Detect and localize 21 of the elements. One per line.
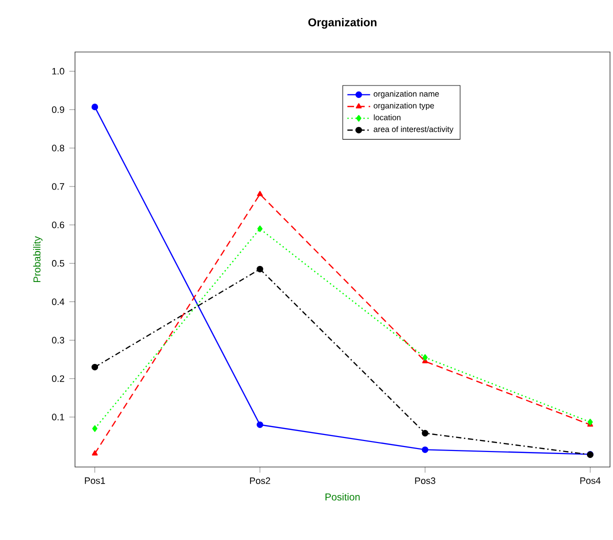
y-tick-label: 0.7 <box>52 183 64 190</box>
y-tick-label: 0.6 <box>52 222 64 228</box>
y-tick-label: 0.9 <box>52 106 64 113</box>
chart-title: Organization <box>308 18 376 29</box>
legend-label: organization type <box>374 102 434 110</box>
x-tick-label: Pos3 <box>415 477 436 484</box>
legend-label: area of interest/activity <box>374 126 454 134</box>
y-tick-label: 0.5 <box>52 260 64 267</box>
y-tick-label: 1.0 <box>52 68 64 75</box>
legend-label: organization name <box>374 90 439 98</box>
y-tick-label: 0.3 <box>52 336 64 344</box>
legend-label: location <box>374 114 400 120</box>
y-tick-label: 0.4 <box>52 298 64 306</box>
y-tick-label: 0.1 <box>52 414 64 420</box>
y-axis-title: Probability <box>33 236 42 282</box>
x-axis-title: Position <box>326 493 360 501</box>
x-tick-label: Pos1 <box>84 477 105 484</box>
x-tick-label: Pos4 <box>580 477 601 484</box>
x-tick-label: Pos2 <box>250 477 270 484</box>
y-tick-label: 0.8 <box>52 144 64 152</box>
y-tick-label: 0.2 <box>52 375 64 382</box>
